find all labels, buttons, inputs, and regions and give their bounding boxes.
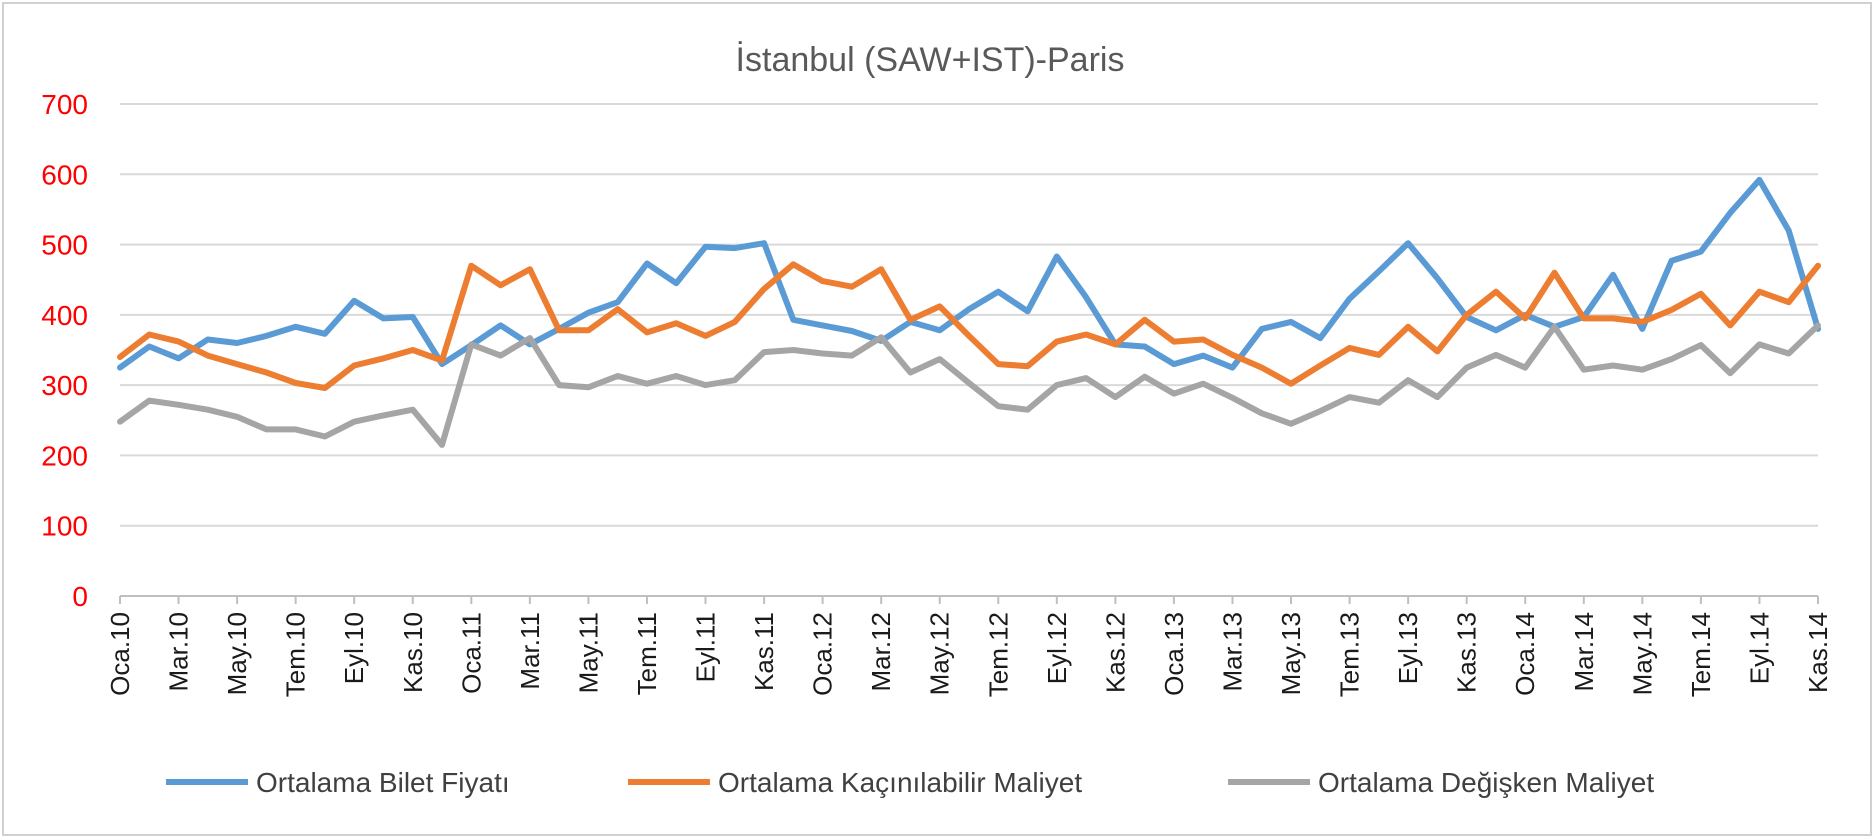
x-tick-label: Kas.11 <box>749 612 779 691</box>
x-tick-label: May.12 <box>925 612 955 695</box>
x-tick-label: Mar.12 <box>866 612 896 692</box>
series-line-3 <box>117 322 1821 448</box>
legend-label-3: Ortalama Değişken Maliyet <box>1318 767 1654 798</box>
x-tick-label: Eyl.13 <box>1393 612 1423 684</box>
x-tick-label: Mar.10 <box>164 612 194 692</box>
x-tick-label: Tem.12 <box>983 612 1013 697</box>
x-tick-label: Mar.14 <box>1569 612 1599 692</box>
x-tick-label: Kas.14 <box>1803 612 1833 693</box>
legend-label-1: Ortalama Bilet Fiyatı <box>256 767 510 798</box>
x-tick-label: May.11 <box>573 612 603 693</box>
x-tick-label: Oca.14 <box>1510 612 1540 696</box>
legend: Ortalama Bilet Fiyatı Ortalama Kaçınılabi… <box>166 767 1654 798</box>
x-tick-label: Kas.12 <box>1100 612 1130 693</box>
x-tick-label: Tem.13 <box>1335 612 1365 697</box>
y-tick-label: 0 <box>72 581 88 612</box>
y-tick-label: 700 <box>41 89 88 120</box>
series-line-2 <box>117 261 1821 391</box>
y-tick-label: 400 <box>41 300 88 331</box>
y-tick-label: 600 <box>41 159 88 190</box>
x-tick-label: Mar.11 <box>515 612 545 690</box>
chart-title: İstanbul (SAW+IST)-Paris <box>736 41 1125 79</box>
x-tick-label: Eyl.12 <box>1042 612 1072 684</box>
x-tick-label: Oca.11 <box>456 612 486 694</box>
series-lines <box>117 176 1821 448</box>
x-tick-label: Tem.14 <box>1686 612 1716 697</box>
y-axis-ticks: 0 100 200 300 400 500 600 700 <box>41 89 88 612</box>
x-tick-label: May.10 <box>222 612 252 695</box>
x-tick-label: Kas.13 <box>1452 612 1482 693</box>
legend-label-2: Ortalama Kaçınılabilir Maliyet <box>718 767 1082 798</box>
x-tick-label: May.14 <box>1627 612 1657 695</box>
x-tick-label: Oca.13 <box>1159 612 1189 696</box>
y-tick-label: 300 <box>41 370 88 401</box>
x-axis-ticks: Oca.10 Mar.10 May.10 Tem.10 Eyl.10 Kas.10 Oca.… <box>105 596 1833 697</box>
x-tick-label: Eyl.11 <box>691 612 721 682</box>
x-tick-label: May.13 <box>1276 612 1306 695</box>
x-tick-label: Tem.10 <box>281 612 311 697</box>
gridlines <box>120 103 1818 597</box>
x-tick-label: Tem.11 <box>632 612 662 695</box>
x-tick-label: Eyl.10 <box>339 612 369 684</box>
x-tick-label: Oca.12 <box>808 612 838 696</box>
x-tick-label: Mar.13 <box>1217 612 1247 692</box>
x-tick-label: Kas.10 <box>398 612 428 693</box>
y-tick-label: 500 <box>41 230 88 261</box>
y-tick-label: 100 <box>41 511 88 542</box>
x-tick-label: Eyl.14 <box>1744 612 1774 684</box>
x-tick-label: Oca.10 <box>105 612 135 696</box>
y-tick-label: 200 <box>41 440 88 471</box>
series-line-1 <box>117 176 1821 371</box>
